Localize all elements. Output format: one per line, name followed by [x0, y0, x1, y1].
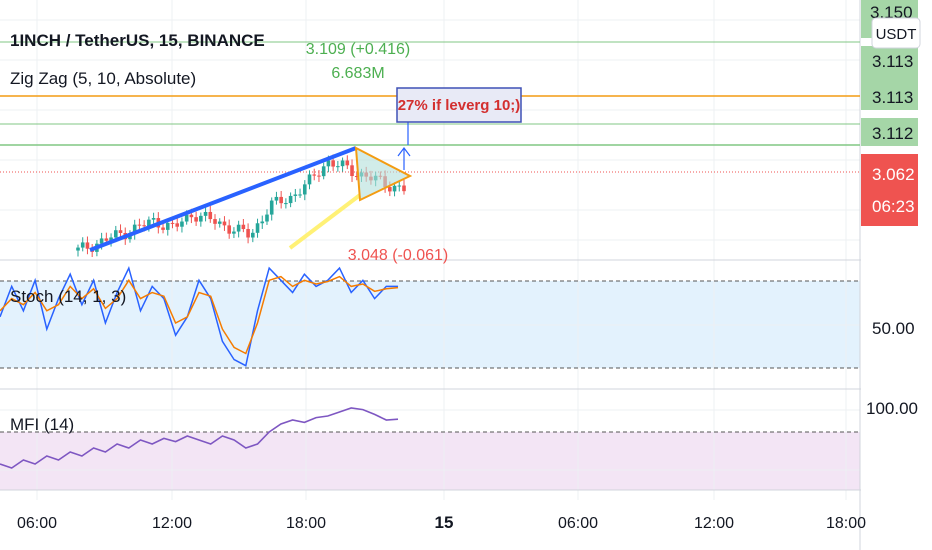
candle-body: [345, 160, 350, 166]
note-box[interactable]: [396, 87, 522, 123]
candle-body: [227, 225, 231, 234]
candle-body: [312, 174, 317, 176]
stoch-d-line: [0, 275, 399, 355]
currency-button[interactable]: [871, 17, 921, 49]
candle-body: [260, 221, 265, 224]
level-label-bg-2: [861, 84, 918, 110]
candle-body: [109, 237, 113, 241]
countdown-label: 06:23: [872, 197, 915, 216]
candle-body: [213, 219, 217, 224]
level-label-top: 3.150: [870, 3, 913, 22]
triangle-pattern: [354, 146, 413, 202]
level-label-1: 3.113: [872, 52, 913, 71]
candle-body: [265, 214, 269, 222]
high-price-label: 3.109 (+0.416): [306, 41, 411, 58]
candle-body: [104, 238, 109, 241]
candle-body: [222, 221, 227, 226]
candle-body: [175, 223, 180, 227]
candle-body: [161, 227, 165, 230]
currency-button-label: USDT: [876, 26, 917, 43]
candle-body: [392, 185, 397, 192]
level-label-bg-3: [861, 118, 918, 146]
candle-body: [85, 242, 90, 249]
candle-body: [307, 174, 312, 185]
candle-body: [99, 238, 104, 244]
candle-body: [113, 230, 118, 238]
candle-body: [80, 242, 85, 248]
high-volume-label: 6.683M: [331, 65, 384, 82]
candle-body: [184, 214, 189, 222]
candle-body: [402, 185, 406, 192]
level-label-bg-1: [861, 46, 918, 84]
time-label-2: 18:00: [286, 515, 326, 532]
candle-body: [232, 231, 236, 234]
mfi-axis-label: 100.00: [866, 399, 918, 418]
note-box-text: 27% if leverg 10;): [398, 97, 521, 114]
candle-body: [284, 203, 288, 205]
mfi-pane-label[interactable]: MFI (14): [10, 415, 74, 434]
support-trend-line: [288, 193, 362, 250]
candle-body: [326, 160, 331, 167]
candle-body: [76, 247, 80, 251]
candle-body: [165, 222, 170, 230]
candle-body: [251, 232, 255, 238]
level-label-2: 3.113: [872, 88, 913, 107]
candles: [76, 154, 406, 258]
current-price-label: 3.062: [872, 165, 915, 184]
candle-body: [199, 215, 203, 222]
candle-body: [302, 184, 307, 195]
symbol-title[interactable]: 1INCH / TetherUS, 15, BINANCE: [10, 31, 265, 50]
candle-body: [255, 223, 260, 233]
candle-body: [189, 214, 194, 218]
candle-body: [217, 221, 222, 224]
candle-body: [147, 219, 151, 227]
mfi-band: [0, 432, 860, 490]
candle-body: [340, 160, 345, 167]
time-label-5: 12:00: [694, 515, 734, 532]
candle-body: [203, 211, 208, 216]
candle-body: [151, 218, 156, 220]
candle-body: [350, 165, 354, 177]
candle-body: [246, 229, 250, 238]
time-label-4: 06:00: [558, 515, 598, 532]
candle-body: [269, 200, 274, 215]
candle-body: [336, 166, 340, 168]
candle-body: [236, 224, 241, 232]
time-label-6: 18:00: [826, 515, 866, 532]
candle-body: [321, 166, 326, 177]
candle-body: [194, 217, 198, 222]
candle-body: [397, 185, 402, 187]
candle-body: [317, 175, 321, 177]
time-label-3: 15: [435, 513, 454, 532]
time-label-0: 06:00: [17, 515, 57, 532]
time-label-1: 12:00: [152, 515, 192, 532]
zigzag-up-line: [89, 146, 357, 252]
stoch-k-line: [0, 265, 398, 367]
candle-body: [293, 194, 298, 196]
candle-body: [142, 225, 146, 227]
stoch-pane-label[interactable]: Stoch (14, 1, 3): [10, 287, 126, 306]
low-price-label: 3.048 (-0.061): [348, 247, 449, 264]
candle-body: [208, 211, 213, 220]
level-label-3: 3.112: [872, 124, 913, 143]
candle-body: [180, 221, 184, 227]
candle-body: [388, 187, 392, 192]
current-price-badge: [861, 154, 918, 226]
mfi-line: [0, 407, 399, 469]
candle-body: [170, 222, 175, 224]
zigzag-indicator-label[interactable]: Zig Zag (5, 10, Absolute): [10, 69, 196, 88]
target-arrow-head: [397, 147, 411, 157]
stoch-axis-label: 50.00: [872, 319, 915, 338]
candle-body: [274, 196, 279, 201]
candle-body: [298, 194, 302, 196]
candle-body: [132, 224, 137, 234]
candle-body: [137, 224, 142, 226]
candle-body: [118, 230, 123, 233]
candle-body: [288, 195, 293, 204]
candle-body: [241, 224, 246, 230]
candle-body: [354, 176, 359, 178]
candle-body: [279, 196, 283, 204]
candle-body: [331, 160, 335, 167]
